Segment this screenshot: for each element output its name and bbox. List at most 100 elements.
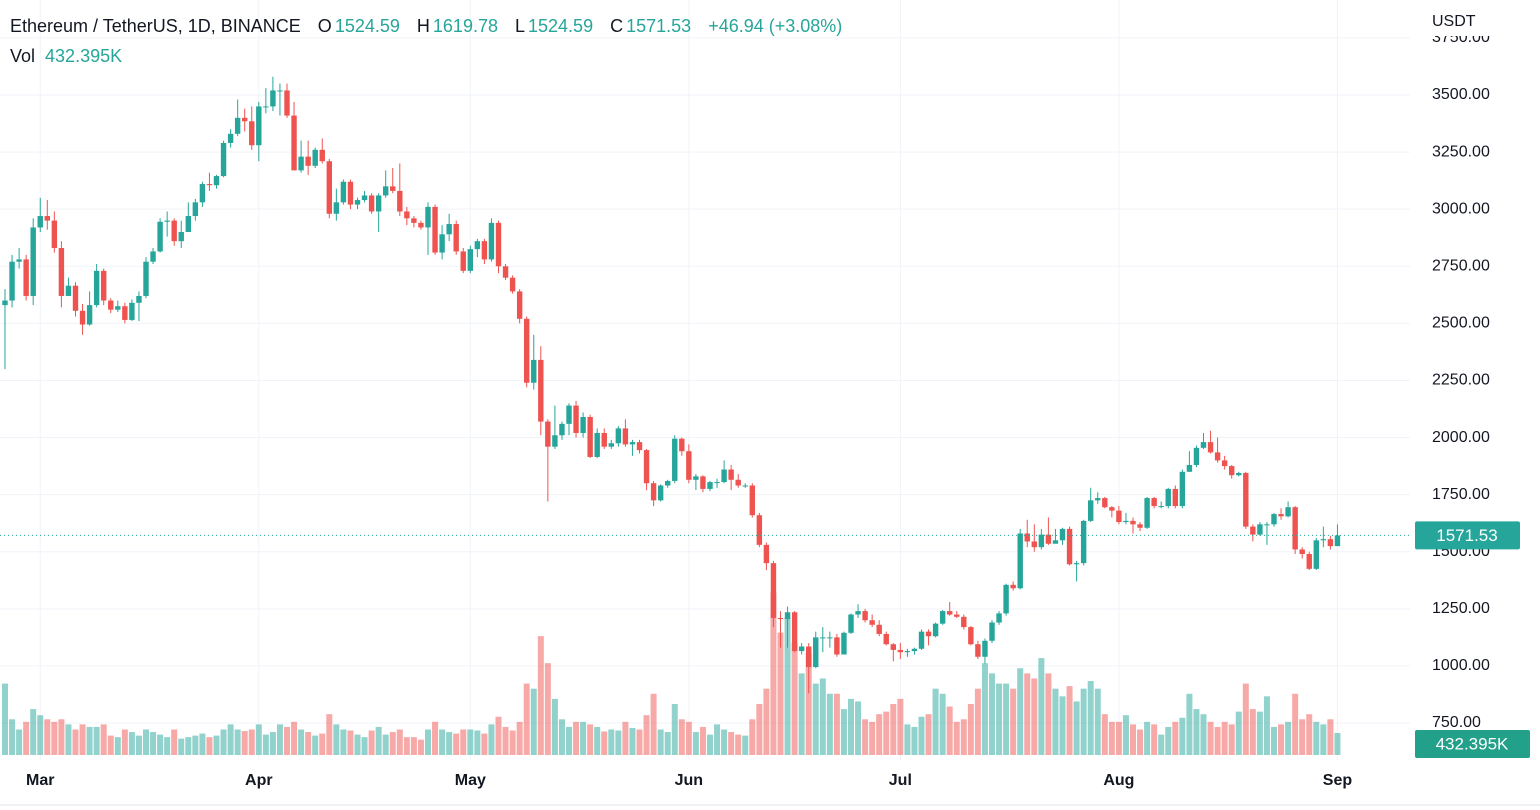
volume-bar <box>1320 724 1327 755</box>
candle-body <box>700 476 706 489</box>
candle-body <box>672 438 678 481</box>
volume-bar <box>516 721 523 755</box>
volume-bar <box>777 632 784 755</box>
candle-body <box>876 624 882 634</box>
candle-body <box>375 195 382 212</box>
candle-body <box>820 637 826 639</box>
volume-bar <box>1327 719 1334 755</box>
candle-body <box>784 612 791 620</box>
volume-bar <box>890 703 897 755</box>
candle-body <box>446 224 452 235</box>
volume-bar <box>883 711 890 755</box>
volume-bar <box>347 730 354 755</box>
candle-body <box>319 149 325 162</box>
volume-bar <box>601 731 608 755</box>
volume-bar <box>960 719 967 755</box>
candle-body <box>390 186 396 191</box>
volume-bar <box>375 726 382 755</box>
volume-bar <box>1151 724 1158 755</box>
volume-bar <box>1066 686 1073 755</box>
candle-body <box>1257 524 1263 535</box>
volume-bar <box>143 729 149 755</box>
x-tick-label: Mar <box>26 772 54 789</box>
volume-bar <box>319 733 326 755</box>
candle-body <box>643 450 650 484</box>
x-tick-label: Aug <box>1103 772 1134 789</box>
volume-bar <box>86 726 93 755</box>
volume-bar <box>657 729 664 755</box>
candle-body <box>65 285 72 296</box>
candle-body <box>432 206 438 253</box>
volume-bar <box>446 732 453 755</box>
volume-bar <box>1094 688 1101 755</box>
candle-body <box>284 90 290 116</box>
volume-bar <box>227 724 234 755</box>
volume-bar <box>1073 701 1080 755</box>
candle-body <box>848 614 854 633</box>
volume-bar <box>1045 673 1052 755</box>
volume-bar <box>368 730 375 755</box>
candle-body <box>1144 498 1150 528</box>
symbol-title[interactable]: Ethereum / TetherUS, 1D, BINANCE <box>10 16 301 36</box>
volume-bar <box>629 727 636 755</box>
candle-body <box>1186 464 1193 472</box>
candle-body <box>982 640 988 657</box>
candle-body <box>883 633 889 645</box>
candle-body <box>806 646 812 668</box>
volume-bar <box>65 724 72 755</box>
volume-bar <box>925 714 932 755</box>
candle-body <box>206 184 213 186</box>
volume-bar <box>699 726 706 755</box>
volume-bar <box>488 724 495 755</box>
volume-title: Vol <box>10 46 36 66</box>
volume-bar <box>1052 688 1059 755</box>
open-letter: O <box>317 16 332 36</box>
y-tick-label: 2000.00 <box>1432 429 1490 446</box>
candle-body <box>1221 460 1228 467</box>
volume-bar <box>953 721 960 755</box>
candle-body <box>636 442 643 451</box>
candle-body <box>763 544 770 564</box>
volume-bar <box>622 721 629 755</box>
candle-body <box>707 482 713 489</box>
candle-body <box>1010 584 1016 589</box>
x-tick-label: Sep <box>1323 772 1353 789</box>
volume-bar <box>79 724 86 755</box>
y-tick-label: 3500.00 <box>1432 86 1490 103</box>
candle-body <box>869 620 875 625</box>
volume-bar <box>876 714 883 755</box>
volume-bar <box>474 730 481 755</box>
volume-bar <box>1144 721 1151 755</box>
candle-body <box>312 149 318 166</box>
candle-body <box>1165 488 1171 507</box>
candle-body <box>834 637 840 655</box>
candle-body <box>474 241 481 250</box>
volume-bar <box>615 730 622 755</box>
candle-body <box>1285 507 1291 517</box>
volume-bar <box>1285 721 1292 755</box>
candle-body <box>2 300 8 306</box>
volume-bar <box>1214 726 1221 755</box>
volume-bar <box>974 688 981 755</box>
candle-body <box>30 227 36 296</box>
volume-bar <box>1122 715 1129 755</box>
candle-body <box>439 234 445 253</box>
candle-body <box>650 483 657 501</box>
candle-body <box>516 291 523 319</box>
candle-body <box>587 416 593 457</box>
candle-body <box>1229 466 1235 476</box>
volume-bar <box>911 726 918 755</box>
candle-body <box>185 216 191 233</box>
candle-body <box>277 90 283 92</box>
volume-bar <box>1313 721 1320 755</box>
volume-bar <box>199 733 206 755</box>
candle-body <box>1207 442 1214 453</box>
volume-bar <box>580 721 587 755</box>
candle-body <box>608 443 614 447</box>
candle-body <box>122 306 128 320</box>
volume-bar <box>833 693 840 755</box>
volume-bar <box>269 732 276 755</box>
candle-body <box>397 190 403 212</box>
candle-body <box>622 428 629 445</box>
high-letter: H <box>416 16 430 36</box>
